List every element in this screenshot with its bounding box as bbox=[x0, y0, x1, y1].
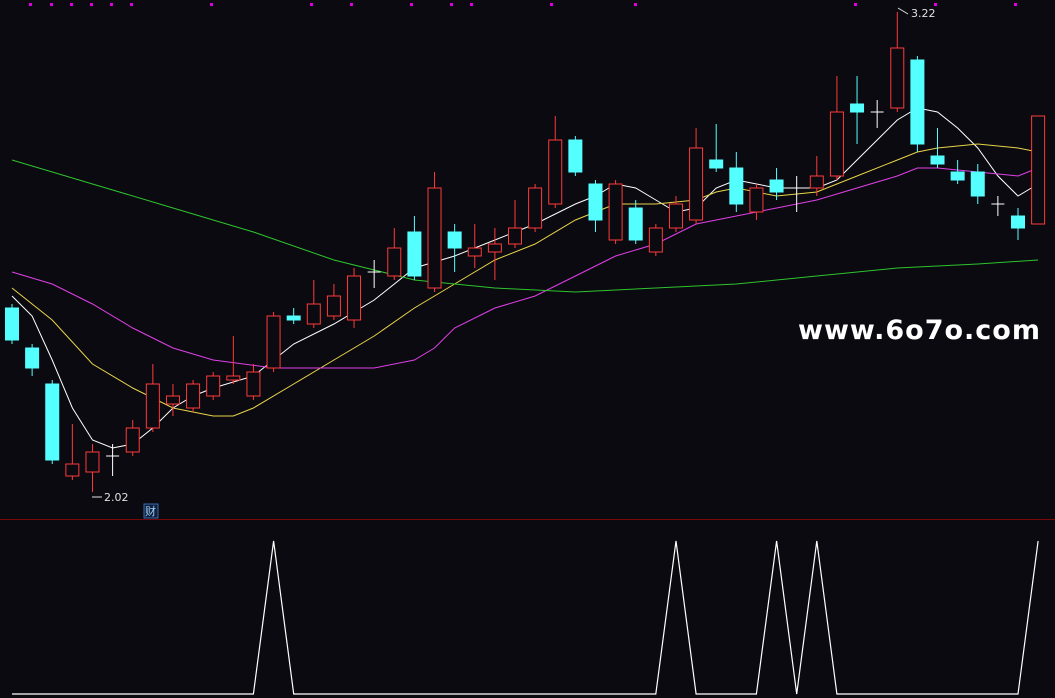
candle-body bbox=[1011, 215, 1025, 229]
candle-body bbox=[467, 247, 482, 257]
moving-average-line bbox=[11, 143, 1039, 417]
signal-line bbox=[12, 540, 1039, 695]
candle-body bbox=[608, 183, 623, 241]
candle-body bbox=[648, 227, 663, 253]
candle-body bbox=[970, 171, 985, 197]
candle-body bbox=[65, 463, 80, 477]
candle-body bbox=[85, 451, 100, 473]
candle-body bbox=[447, 231, 462, 249]
candle-body bbox=[306, 303, 321, 325]
candle-body bbox=[890, 47, 905, 109]
moving-average-line bbox=[11, 159, 1039, 293]
candle-body bbox=[165, 395, 180, 405]
candle-body bbox=[729, 167, 744, 205]
candle-body bbox=[628, 207, 643, 241]
indicator-panel bbox=[12, 540, 1039, 695]
candle-body bbox=[246, 371, 261, 397]
candle-body bbox=[528, 187, 543, 229]
low-label: 2.02 bbox=[104, 491, 129, 504]
finance-badge[interactable] bbox=[143, 503, 159, 519]
candle-body bbox=[568, 139, 583, 173]
candle-body bbox=[45, 383, 60, 461]
candle-body bbox=[769, 179, 784, 193]
candle-body bbox=[930, 155, 945, 165]
candle-body bbox=[407, 231, 422, 277]
candle-body bbox=[548, 139, 563, 205]
finance-label[interactable]: 财 bbox=[145, 504, 156, 518]
candle-body bbox=[326, 295, 341, 317]
candle-body bbox=[829, 111, 844, 177]
candle-body bbox=[910, 59, 925, 145]
candle-body bbox=[1031, 115, 1046, 225]
candle-body bbox=[387, 247, 402, 277]
candle-body bbox=[427, 187, 442, 289]
candle-body bbox=[588, 183, 603, 221]
high-arrow bbox=[897, 7, 909, 15]
candle-body bbox=[668, 203, 683, 229]
candle-body bbox=[145, 383, 160, 429]
candle-body bbox=[709, 159, 724, 169]
candle-body bbox=[125, 427, 140, 453]
candle-body bbox=[5, 307, 19, 341]
candle-body bbox=[487, 243, 502, 253]
candle-body bbox=[689, 147, 704, 221]
watermark: www.6o7o.com bbox=[798, 315, 1041, 346]
candle-body bbox=[25, 347, 40, 369]
candle-body bbox=[266, 315, 281, 369]
high-label: 3.22 bbox=[911, 7, 936, 20]
moving-average-line bbox=[11, 167, 1039, 369]
candle-body bbox=[850, 103, 865, 113]
candle-body bbox=[809, 175, 824, 189]
candle-body bbox=[286, 315, 301, 321]
candle-body bbox=[950, 171, 965, 181]
main-panel bbox=[5, 12, 1046, 492]
candle-body bbox=[226, 375, 241, 381]
candle-body bbox=[206, 375, 221, 397]
candle-body bbox=[508, 227, 522, 245]
candle-body bbox=[347, 275, 362, 321]
candle-body bbox=[186, 383, 201, 409]
candle-body bbox=[749, 187, 764, 213]
top-markers bbox=[29, 3, 1017, 6]
